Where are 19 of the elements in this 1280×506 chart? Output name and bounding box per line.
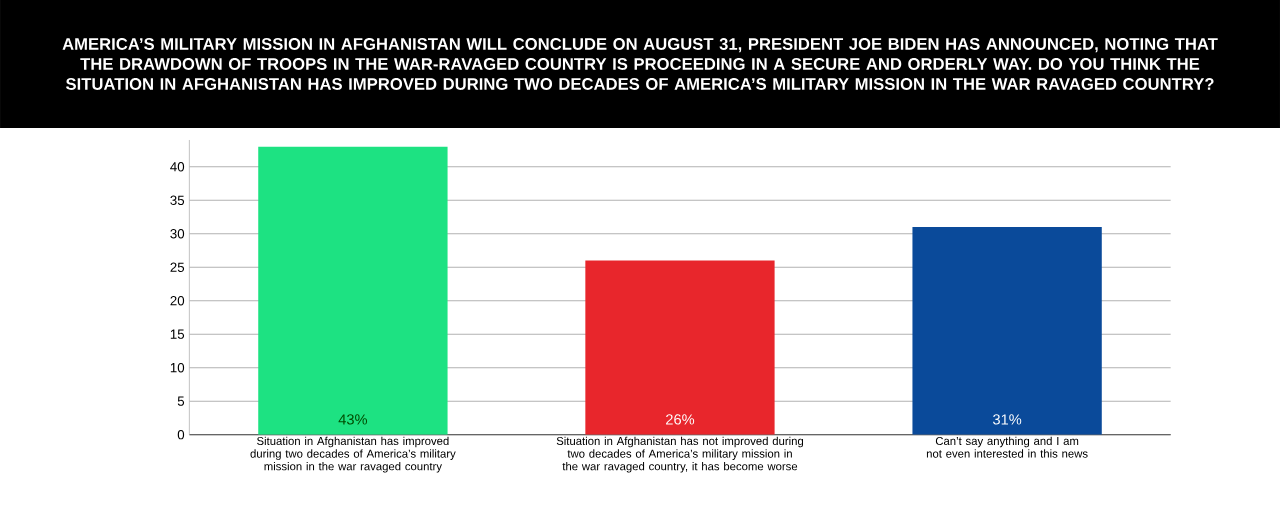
- x-tick-label: Can’t say anything and I am not even interested in this news: [926, 436, 1088, 458]
- y-tick-label: 40: [170, 162, 185, 172]
- y-tick-label: 5: [177, 396, 185, 406]
- data-label: 26%: [666, 414, 695, 425]
- y-tick-label: 0: [177, 429, 185, 440]
- bar: [258, 146, 448, 435]
- y-tick-label: 35: [170, 195, 185, 205]
- x-tick-label: Situation in Afghanistan has improved during two decades of America’s military mission in the war ravaged country: [250, 436, 456, 473]
- data-label: 43%: [338, 414, 368, 425]
- y-tick-label: 20: [170, 296, 185, 306]
- x-tick-label: Situation in Afghanistan has not improved during two decades of America’s military mission in the war ravaged country, it has become worse: [556, 436, 804, 473]
- bar: [585, 260, 775, 435]
- y-tick-label: 10: [170, 362, 185, 373]
- chart-title: AMERICA’S MILITARY MISSION IN AFGHANISTAN WILL CONCLUDE ON AUGUST 31, PRESIDENT JOE BIDEN HAS ANNOUNCED, NOTING THAT THE DRAWDOWN OF TROOPS IN THE WAR-RAVAGED COUNTRY IS PROCEEDING IN A SECURE AND ORDERLY WAY. DO YOU THINK THE SITUATION IN AFGHANISTAN HAS IMPROVED DURING TWO DECADES OF AMERICA’S MILITARY MISSION IN THE WAR RAVAGED COUNTRY?: [62, 38, 1218, 90]
- y-tick-label: 30: [170, 229, 185, 239]
- bar: [912, 227, 1102, 435]
- data-label: 31%: [993, 414, 1022, 425]
- y-tick-label: 25: [170, 262, 185, 272]
- y-tick-label: 15: [170, 329, 185, 339]
